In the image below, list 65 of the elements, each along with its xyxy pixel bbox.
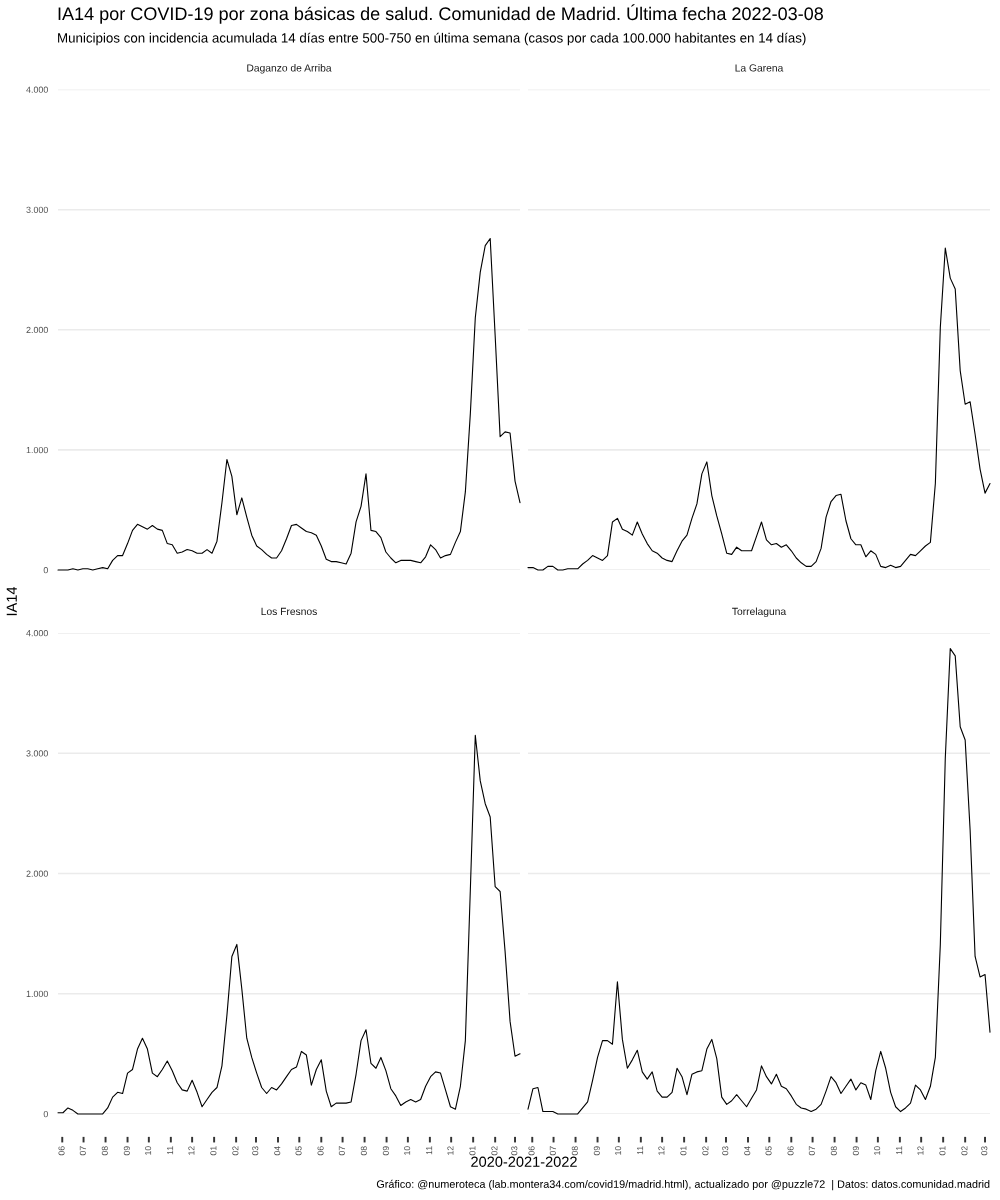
y-tick-label: 3.000 [26,750,48,757]
y-tick-label: 0 [43,567,48,574]
x-tick-label: 12 [917,1146,924,1155]
x-tick-label: 03 [981,1146,988,1156]
chart-title: La Garena [735,64,784,72]
x-tick-label: 04 [274,1146,281,1156]
x-tick-label: 07 [338,1146,345,1156]
x-tick-label: 02 [961,1146,968,1156]
x-tick-label: 10 [145,1146,152,1155]
x-tick-label: 03 [511,1146,518,1156]
line-series [57,734,521,1115]
text: IA14 [6,586,17,616]
y-tick-label: 2.000 [26,870,48,877]
x-tick-label: 01 [939,1146,946,1156]
x-tick-label: 10 [874,1146,881,1155]
y-tick-label: 4.000 [26,86,48,93]
text: IA14 por COVID-19 por zona básicas de salud. Comunidad de Madrid. Última fecha 2022-03-08 [58,4,823,24]
line-series [57,237,521,571]
text: Gráfico: @numeroteca (lab.montera34.com/covid19/madrid.html), actualizado por @puzzle72 | Datos: datos.comunidad.madrid [376,1179,990,1191]
x-tick-label: 10 [404,1146,411,1155]
x-tick-label: 09 [593,1146,600,1156]
x-tick-label: 07 [808,1146,815,1156]
x-tick-label: 12 [188,1146,195,1155]
chart-title: Daganzo de Arriba [247,64,332,74]
chart-title: Torrelaguna [732,607,787,618]
y-tick-label: 0 [43,1110,48,1118]
x-tick-label: 08 [571,1146,578,1156]
x-tick-label: 06 [317,1146,324,1156]
x-tick-label: 01 [469,1146,476,1156]
y-tick-label: 3.000 [26,206,48,213]
x-tick-label: 12 [658,1146,665,1155]
x-tick-label: 02 [702,1146,709,1156]
x-tick-label: 03 [722,1146,729,1156]
x-tick-label: 07 [79,1146,86,1156]
x-tick-label: 02 [491,1146,498,1156]
y-tick-label: 4.000 [26,630,48,637]
text: Municipios con incidencia acumulada 14 días entre 500-750 en última semana (casos por cada 100.000 habitantes en 14 días) [58,32,806,46]
text: 2020-2021-2022 [471,1156,577,1167]
x-tick-label: 05 [765,1146,772,1156]
y-tick-label: 1.000 [26,990,48,998]
x-tick-label: 08 [360,1146,367,1156]
x-tick-label: 06 [58,1146,65,1156]
x-tick-label: 12 [447,1146,454,1155]
x-tick-label: 09 [123,1146,130,1156]
x-tick-label: 06 [787,1146,794,1156]
x-tick-label: 11 [167,1146,174,1155]
x-tick-label: 09 [382,1146,389,1156]
x-tick-label: 09 [852,1146,859,1156]
x-tick-label: 11 [426,1146,433,1155]
x-tick-label: 11 [896,1146,903,1155]
y-tick-label: 2.000 [26,326,48,334]
x-tick-label: 04 [744,1146,751,1156]
x-tick-label: 02 [232,1146,239,1156]
x-tick-label: 11 [637,1146,644,1155]
x-tick-label: 01 [680,1146,687,1156]
x-tick-label: 06 [528,1146,535,1156]
x-tick-label: 01 [210,1146,217,1156]
chart-title: Los Fresnos [261,607,317,616]
x-tick-label: 10 [615,1146,622,1155]
x-tick-label: 05 [295,1146,302,1156]
x-tick-label: 08 [830,1146,837,1156]
x-tick-label: 07 [549,1146,556,1156]
y-tick-label: 1.000 [26,446,48,454]
x-tick-label: 08 [101,1146,108,1156]
x-tick-label: 03 [252,1146,259,1156]
